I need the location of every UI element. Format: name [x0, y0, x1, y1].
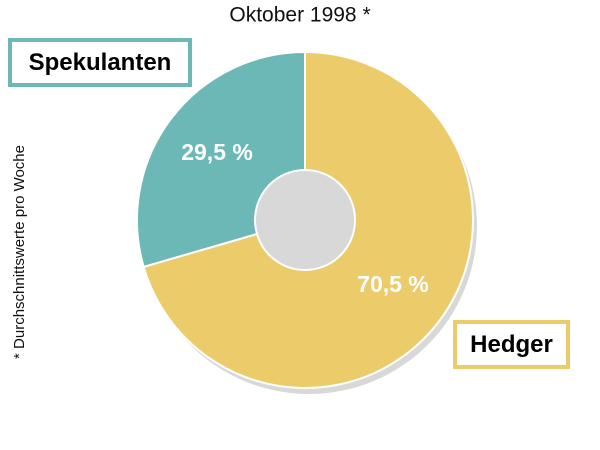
- legend-label: Spekulanten: [29, 49, 172, 76]
- legend-label: Hedger: [470, 331, 553, 358]
- value-label: 70,5 %: [357, 271, 429, 297]
- donut-slice: [136, 50, 306, 269]
- legend-box: [8, 38, 192, 87]
- legend-box: [453, 320, 570, 369]
- footnote: * Durchschnittswerte pro Woche: [11, 145, 28, 359]
- value-label: 29,5 %: [181, 139, 253, 165]
- donut-slice: [142, 50, 474, 389]
- chart-title: Oktober 1998 *: [229, 4, 370, 27]
